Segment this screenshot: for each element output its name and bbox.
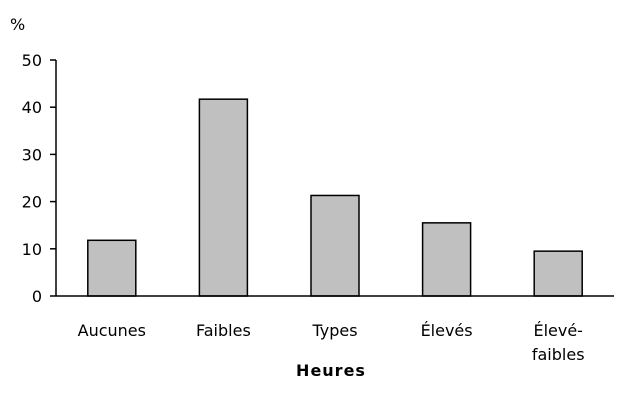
- bars: [87, 98, 583, 297]
- x-axis-title: Heures: [296, 361, 366, 380]
- x-category-label-line: Élevés: [421, 321, 473, 340]
- x-category-label: Élevés: [421, 321, 473, 340]
- y-tick-label: 20: [22, 193, 42, 212]
- y-tick-label: 30: [22, 145, 42, 164]
- x-category-label-line: Types: [311, 321, 357, 340]
- bar: [421, 222, 472, 297]
- x-category-label: Élevé-faibles: [532, 321, 585, 364]
- x-category-label-line: Élevé-: [533, 321, 582, 340]
- y-axis-unit-label: %: [10, 15, 25, 34]
- y-tick-label: 50: [22, 51, 42, 70]
- y-tick-label: 40: [22, 98, 42, 117]
- bar: [310, 194, 360, 297]
- x-category-label-line: Faibles: [196, 321, 251, 340]
- x-category-label-line: faibles: [532, 345, 585, 364]
- x-category-label: Aucunes: [78, 321, 146, 340]
- bar: [533, 250, 583, 297]
- y-tick-label: 10: [22, 240, 42, 259]
- bar: [87, 239, 137, 297]
- bar: [198, 98, 249, 297]
- x-axis-categories: Aucunes Faibles Types Élevés Élevé-faibles: [78, 321, 585, 364]
- y-axis: 0 10 20 30 40 50: [22, 51, 56, 306]
- y-tick-label: 0: [32, 287, 42, 306]
- x-category-label: Faibles: [196, 321, 251, 340]
- x-category-label-line: Aucunes: [78, 321, 146, 340]
- x-category-label: Types: [311, 321, 357, 340]
